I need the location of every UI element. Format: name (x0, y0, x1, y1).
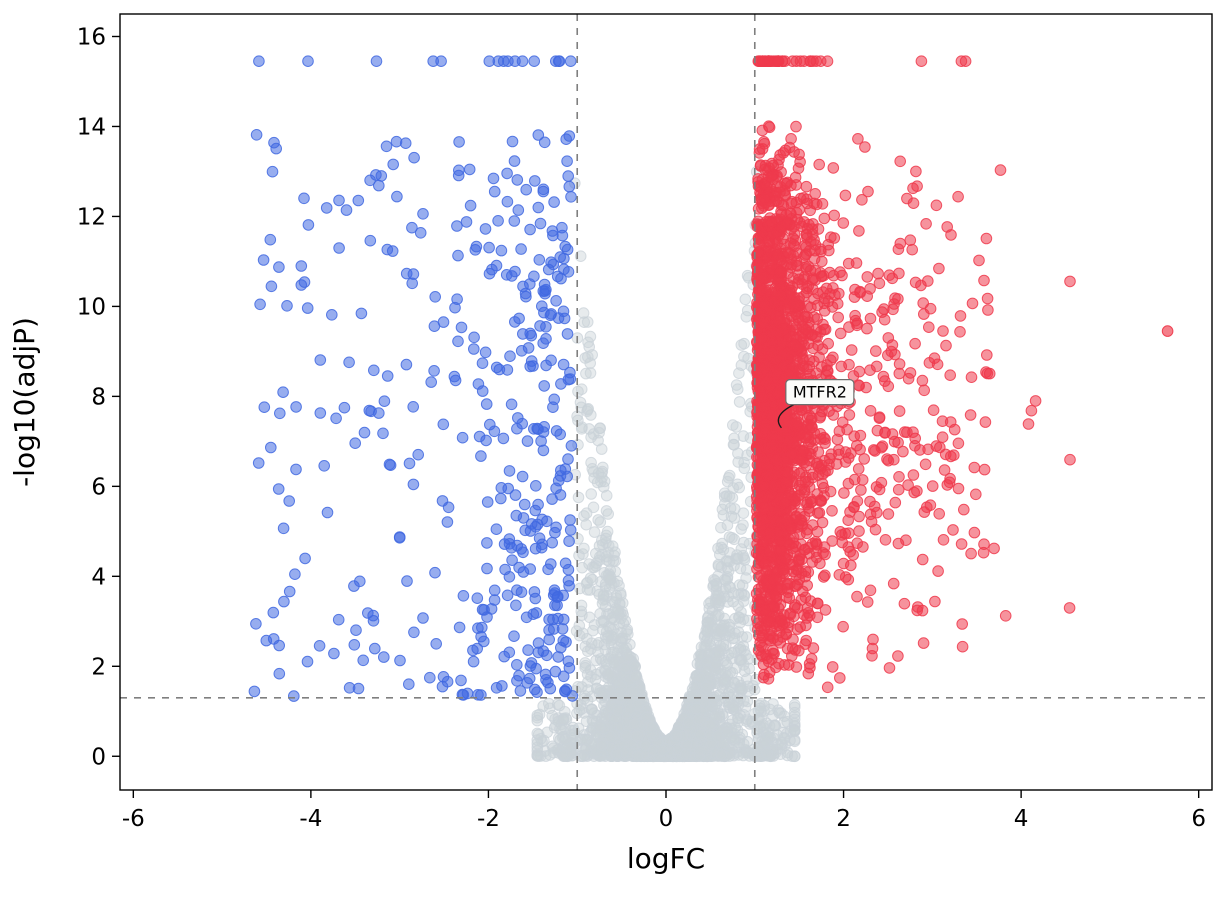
annotation-pointer-line (777, 404, 795, 429)
x-axis-label: logFC (627, 842, 705, 875)
gene-annotation-label: MTFR2 (793, 383, 847, 402)
points-up-regulated (750, 55, 1174, 694)
y-axis-label: -log10(adjP) (8, 317, 41, 487)
points-not-significant (531, 166, 801, 763)
annotation-box (785, 379, 855, 406)
threshold-lines (120, 14, 1212, 790)
points-down-regulated (248, 55, 579, 702)
gene-annotation: MTFR2 (777, 379, 855, 429)
